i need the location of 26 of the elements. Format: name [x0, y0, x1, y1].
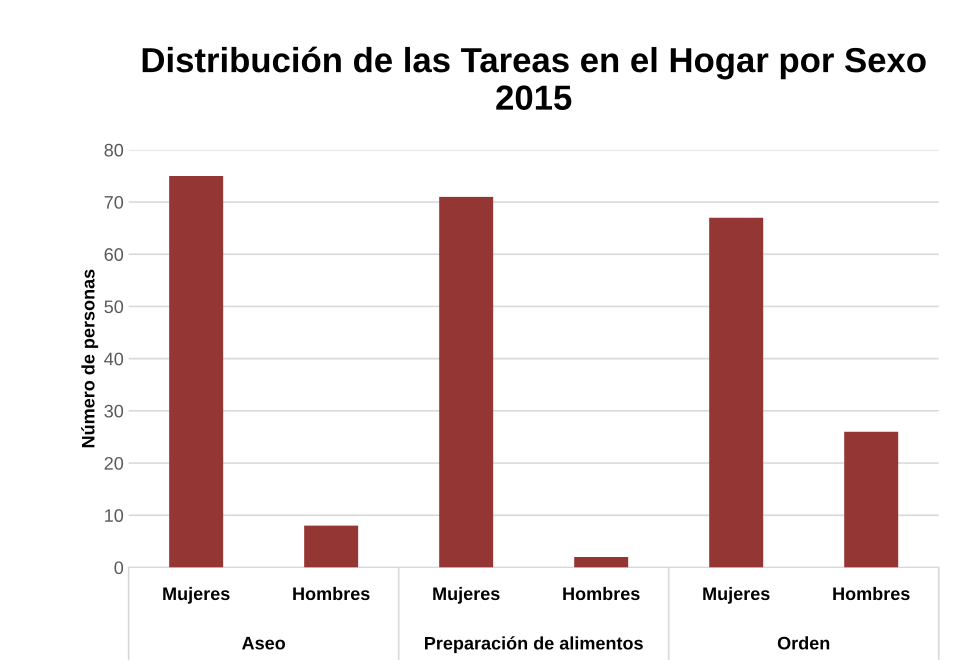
text: Preparación de alimentos	[425, 636, 643, 654]
y-tick-label: 40	[104, 352, 124, 366]
chart-title: Distribución de las Tareas en el Hogar por Sexo 2015	[142, 46, 926, 110]
x-tick-label: Mujeres	[703, 586, 770, 604]
y-tick-label: 0	[114, 561, 124, 574]
bar	[574, 556, 628, 568]
bar	[844, 432, 898, 568]
x-tick-label: Hombres	[293, 586, 370, 600]
y-tick-label: 30	[104, 404, 124, 418]
bar	[709, 218, 764, 568]
x-tick-label: Mujeres	[433, 586, 500, 604]
text: Aseo	[242, 636, 286, 650]
bar	[304, 526, 358, 568]
x-tick-label: Hombres	[563, 586, 640, 600]
y-tick-label: 60	[104, 248, 124, 261]
y-tick-label: 70	[104, 196, 124, 209]
text: Orden	[778, 636, 830, 650]
x-tick-label: Hombres	[833, 586, 910, 600]
bar	[439, 196, 494, 568]
x-tick-label: Mujeres	[163, 586, 230, 604]
y-tick-label: 50	[104, 300, 124, 314]
y-tick-label: 10	[105, 509, 124, 522]
y-axis-title: Número de personas	[81, 270, 98, 448]
bar	[169, 176, 224, 568]
y-tick-label: 20	[104, 456, 124, 470]
y-tick-label: 80	[104, 144, 124, 157]
